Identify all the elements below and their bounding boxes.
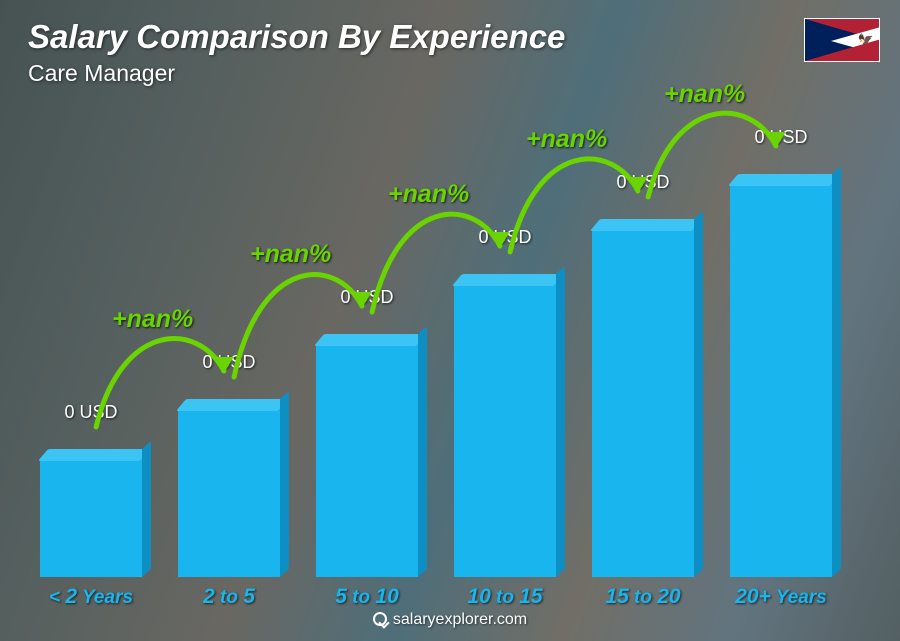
bar-xlabel-1: 2 to 5 [178, 585, 280, 609]
bar-value-5: 0 USD [730, 127, 832, 148]
footer-credit: salaryexplorer.com [0, 610, 900, 629]
pct-delta-1: +nan% [250, 240, 331, 269]
bar-value-1: 0 USD [178, 352, 280, 373]
bar-xlabel-4: 15 to 20 [592, 585, 694, 609]
pct-delta-3: +nan% [526, 125, 607, 154]
bar-value-0: 0 USD [40, 402, 142, 423]
chart-title: Salary Comparison By Experience [28, 18, 565, 56]
bar-5 [730, 182, 832, 577]
pct-delta-4: +nan% [664, 80, 745, 109]
bar-4 [592, 227, 694, 577]
pct-delta-0: +nan% [112, 305, 193, 334]
pct-delta-2: +nan% [388, 180, 469, 209]
bar-value-2: 0 USD [316, 287, 418, 308]
bar-xlabel-2: 5 to 10 [316, 585, 418, 609]
bar-xlabel-0: < 2 Years [40, 585, 142, 609]
bar-0 [40, 457, 142, 577]
chart-subtitle: Care Manager [28, 60, 565, 87]
bar-xlabel-3: 10 to 15 [454, 585, 556, 609]
chart-header: Salary Comparison By Experience Care Man… [28, 18, 565, 87]
bar-2 [316, 342, 418, 577]
bar-chart: 0 USD< 2 Years 0 USD2 to 5 0 USD5 to 10 … [40, 107, 860, 577]
bar-value-4: 0 USD [592, 172, 694, 193]
bar-3 [454, 282, 556, 577]
country-flag: 🦅 [804, 18, 880, 62]
bar-value-3: 0 USD [454, 227, 556, 248]
bar-1 [178, 407, 280, 577]
bar-xlabel-5: 20+ Years [730, 585, 832, 609]
logo-icon [373, 612, 387, 626]
